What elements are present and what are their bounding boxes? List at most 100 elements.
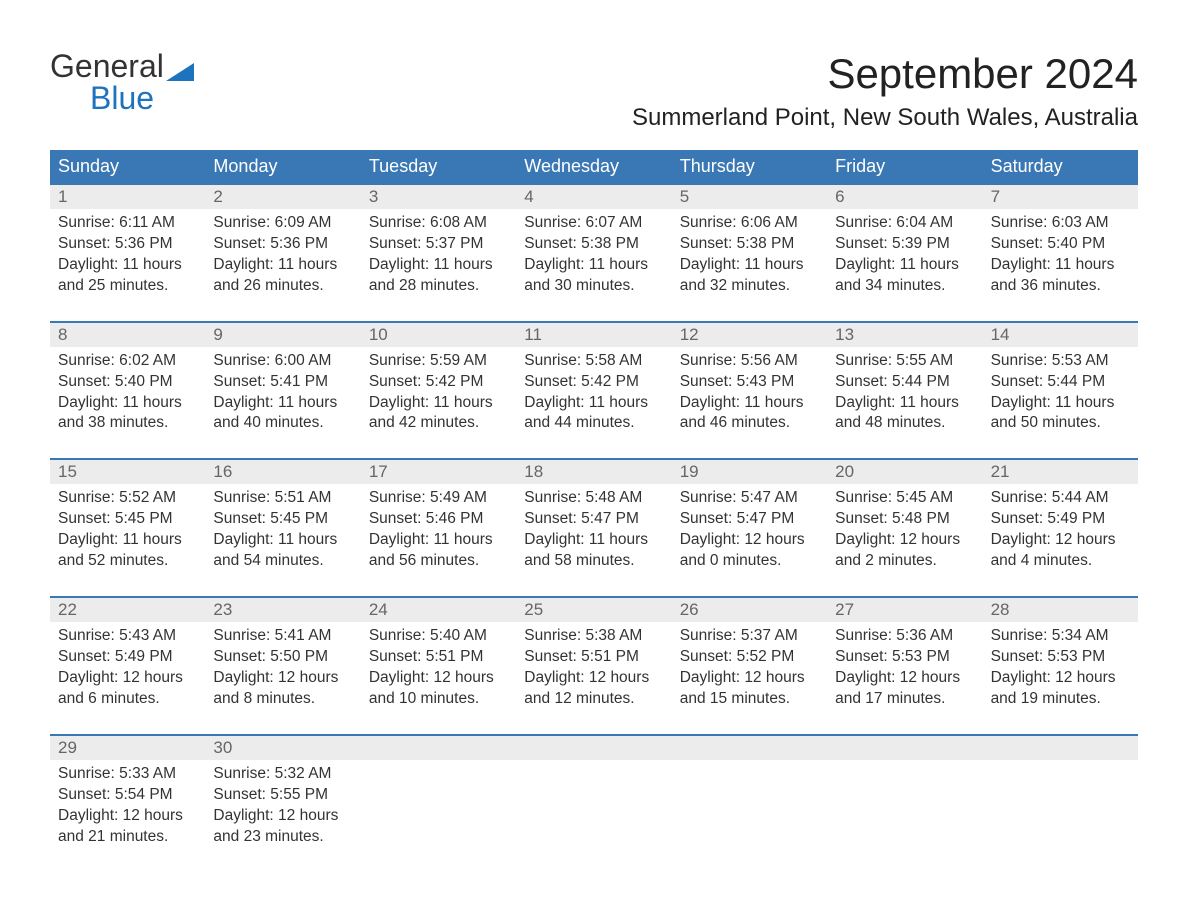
day-cell: Sunrise: 5:48 AMSunset: 5:47 PMDaylight:… xyxy=(516,484,671,580)
sunrise-text: Sunrise: 6:02 AM xyxy=(58,351,197,372)
flag-icon xyxy=(166,56,194,76)
daylight-text: Daylight: 12 hours xyxy=(680,530,819,551)
daylight-text: Daylight: 12 hours xyxy=(991,668,1130,689)
sunset-text: Sunset: 5:43 PM xyxy=(680,372,819,393)
sunrise-text: Sunrise: 5:53 AM xyxy=(991,351,1130,372)
daylight-text: and 34 minutes. xyxy=(835,276,974,297)
day-content-row: Sunrise: 6:11 AMSunset: 5:36 PMDaylight:… xyxy=(50,209,1138,305)
daylight-text: Daylight: 12 hours xyxy=(835,668,974,689)
day-cell: Sunrise: 5:36 AMSunset: 5:53 PMDaylight:… xyxy=(827,622,982,718)
sunset-text: Sunset: 5:38 PM xyxy=(680,234,819,255)
sunset-text: Sunset: 5:50 PM xyxy=(213,647,352,668)
day-number-row: 1234567 xyxy=(50,185,1138,209)
daylight-text: and 56 minutes. xyxy=(369,551,508,572)
day-cell: Sunrise: 6:04 AMSunset: 5:39 PMDaylight:… xyxy=(827,209,982,305)
daylight-text: Daylight: 11 hours xyxy=(213,393,352,414)
day-number: 7 xyxy=(983,185,1138,209)
sunset-text: Sunset: 5:49 PM xyxy=(58,647,197,668)
day-cell: Sunrise: 6:11 AMSunset: 5:36 PMDaylight:… xyxy=(50,209,205,305)
day-cell: Sunrise: 6:09 AMSunset: 5:36 PMDaylight:… xyxy=(205,209,360,305)
sunrise-text: Sunrise: 5:38 AM xyxy=(524,626,663,647)
sunrise-text: Sunrise: 5:32 AM xyxy=(213,764,352,785)
day-number: 15 xyxy=(50,460,205,484)
daylight-text: and 6 minutes. xyxy=(58,689,197,710)
day-number-row: 2930 xyxy=(50,736,1138,760)
sunset-text: Sunset: 5:45 PM xyxy=(58,509,197,530)
day-number-row: 891011121314 xyxy=(50,323,1138,347)
sunset-text: Sunset: 5:53 PM xyxy=(991,647,1130,668)
day-cell: Sunrise: 5:59 AMSunset: 5:42 PMDaylight:… xyxy=(361,347,516,443)
day-number: 2 xyxy=(205,185,360,209)
daylight-text: Daylight: 12 hours xyxy=(213,668,352,689)
daylight-text: and 52 minutes. xyxy=(58,551,197,572)
daylight-text: and 46 minutes. xyxy=(680,413,819,434)
day-number: 11 xyxy=(516,323,671,347)
daylight-text: Daylight: 11 hours xyxy=(524,393,663,414)
daylight-text: and 8 minutes. xyxy=(213,689,352,710)
day-cell: Sunrise: 5:34 AMSunset: 5:53 PMDaylight:… xyxy=(983,622,1138,718)
day-cell: Sunrise: 5:52 AMSunset: 5:45 PMDaylight:… xyxy=(50,484,205,580)
day-cell: Sunrise: 5:53 AMSunset: 5:44 PMDaylight:… xyxy=(983,347,1138,443)
day-header: Saturday xyxy=(983,150,1138,183)
week: 2930Sunrise: 5:33 AMSunset: 5:54 PMDayli… xyxy=(50,734,1138,856)
daylight-text: Daylight: 11 hours xyxy=(835,393,974,414)
sunrise-text: Sunrise: 5:37 AM xyxy=(680,626,819,647)
sunrise-text: Sunrise: 6:11 AM xyxy=(58,213,197,234)
sunrise-text: Sunrise: 5:33 AM xyxy=(58,764,197,785)
sunset-text: Sunset: 5:36 PM xyxy=(213,234,352,255)
sunrise-text: Sunrise: 5:45 AM xyxy=(835,488,974,509)
sunrise-text: Sunrise: 6:00 AM xyxy=(213,351,352,372)
daylight-text: and 21 minutes. xyxy=(58,827,197,848)
daylight-text: Daylight: 11 hours xyxy=(213,255,352,276)
daylight-text: and 44 minutes. xyxy=(524,413,663,434)
day-cell: Sunrise: 5:49 AMSunset: 5:46 PMDaylight:… xyxy=(361,484,516,580)
day-cell xyxy=(827,760,982,856)
day-cell: Sunrise: 6:02 AMSunset: 5:40 PMDaylight:… xyxy=(50,347,205,443)
sunset-text: Sunset: 5:38 PM xyxy=(524,234,663,255)
sunset-text: Sunset: 5:40 PM xyxy=(991,234,1130,255)
day-number xyxy=(983,736,1138,760)
sunset-text: Sunset: 5:54 PM xyxy=(58,785,197,806)
sunset-text: Sunset: 5:42 PM xyxy=(524,372,663,393)
day-header: Friday xyxy=(827,150,982,183)
title-block: September 2024 Summerland Point, New Sou… xyxy=(632,50,1138,132)
daylight-text: Daylight: 12 hours xyxy=(369,668,508,689)
day-number: 23 xyxy=(205,598,360,622)
daylight-text: and 25 minutes. xyxy=(58,276,197,297)
day-cell xyxy=(983,760,1138,856)
daylight-text: Daylight: 11 hours xyxy=(835,255,974,276)
logo-text-1: General xyxy=(50,50,164,82)
sunrise-text: Sunrise: 6:03 AM xyxy=(991,213,1130,234)
day-number: 19 xyxy=(672,460,827,484)
daylight-text: Daylight: 12 hours xyxy=(213,806,352,827)
daylight-text: and 36 minutes. xyxy=(991,276,1130,297)
month-title: September 2024 xyxy=(632,50,1138,98)
day-number: 30 xyxy=(205,736,360,760)
sunrise-text: Sunrise: 6:04 AM xyxy=(835,213,974,234)
sunrise-text: Sunrise: 5:51 AM xyxy=(213,488,352,509)
daylight-text: Daylight: 11 hours xyxy=(58,393,197,414)
day-number xyxy=(361,736,516,760)
day-number: 21 xyxy=(983,460,1138,484)
daylight-text: and 2 minutes. xyxy=(835,551,974,572)
daylight-text: Daylight: 11 hours xyxy=(524,255,663,276)
daylight-text: and 42 minutes. xyxy=(369,413,508,434)
daylight-text: Daylight: 11 hours xyxy=(991,255,1130,276)
day-number: 4 xyxy=(516,185,671,209)
daylight-text: Daylight: 11 hours xyxy=(369,530,508,551)
daylight-text: and 58 minutes. xyxy=(524,551,663,572)
day-cell: Sunrise: 5:33 AMSunset: 5:54 PMDaylight:… xyxy=(50,760,205,856)
day-number xyxy=(516,736,671,760)
sunset-text: Sunset: 5:47 PM xyxy=(524,509,663,530)
daylight-text: and 19 minutes. xyxy=(991,689,1130,710)
day-cell: Sunrise: 6:00 AMSunset: 5:41 PMDaylight:… xyxy=(205,347,360,443)
daylight-text: Daylight: 11 hours xyxy=(213,530,352,551)
sunrise-text: Sunrise: 5:48 AM xyxy=(524,488,663,509)
day-number: 5 xyxy=(672,185,827,209)
week: 1234567Sunrise: 6:11 AMSunset: 5:36 PMDa… xyxy=(50,183,1138,305)
day-header: Sunday xyxy=(50,150,205,183)
day-cell: Sunrise: 5:44 AMSunset: 5:49 PMDaylight:… xyxy=(983,484,1138,580)
day-cell: Sunrise: 6:08 AMSunset: 5:37 PMDaylight:… xyxy=(361,209,516,305)
header: General Blue September 2024 Summerland P… xyxy=(50,50,1138,132)
day-number: 25 xyxy=(516,598,671,622)
